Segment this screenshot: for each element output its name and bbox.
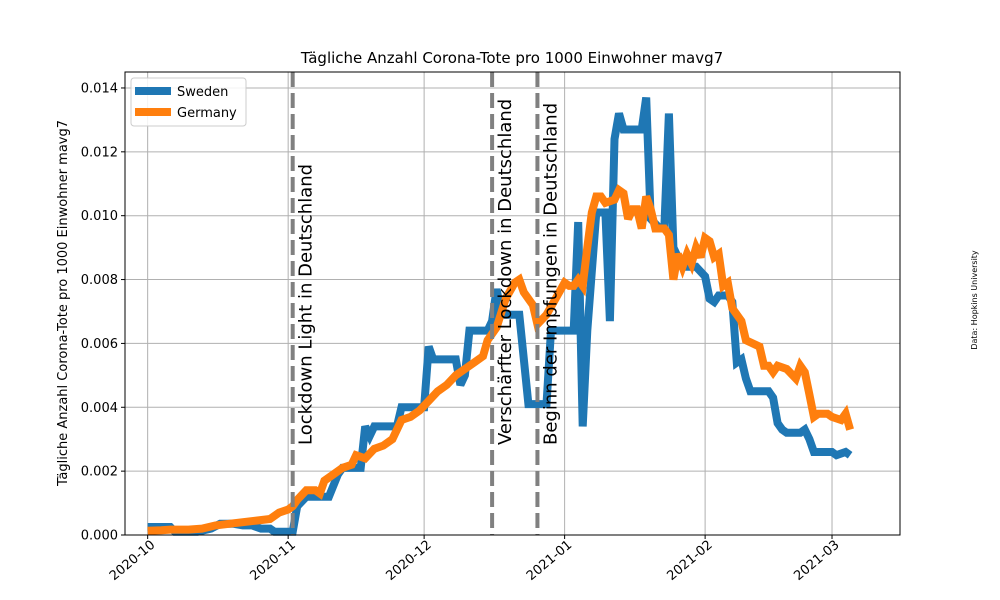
event-label: Verschärfter Lockdown in Deutschland bbox=[495, 99, 516, 445]
legend: Sweden Germany bbox=[130, 77, 247, 127]
y-tick-label: 0.012 bbox=[81, 145, 118, 160]
source-note: Data: Hopkins University bbox=[970, 250, 979, 350]
y-tick-label: 0.002 bbox=[81, 465, 118, 480]
legend-label-germany: Germany bbox=[177, 106, 237, 121]
event-label: Lockdown Light in Deutschland bbox=[296, 164, 317, 445]
plot-area bbox=[125, 72, 900, 535]
y-tick-label: 0.004 bbox=[81, 401, 118, 416]
event-markers: Lockdown Light in Deutschland Verschärfte… bbox=[290, 72, 561, 535]
y-axis: 0.000 0.002 0.004 0.006 0.008 0.010 0.012 0.014 bbox=[81, 81, 125, 544]
event-label: Beginn der Impfungen in Deutschland bbox=[540, 103, 561, 445]
legend-label-sweden: Sweden bbox=[177, 85, 228, 100]
series-line-germany bbox=[147, 184, 854, 535]
y-axis-label: Tägliche Anzahl Corona-Tote pro 1000 Ein… bbox=[56, 120, 71, 487]
y-tick-label: 0.010 bbox=[81, 209, 118, 224]
y-tick-label: 0.014 bbox=[81, 81, 118, 96]
plot-frame bbox=[124, 71, 901, 536]
y-tick-label: 0.008 bbox=[81, 273, 118, 288]
y-tick-label: 0.006 bbox=[81, 337, 118, 352]
y-tick-label: 0.000 bbox=[81, 529, 118, 544]
chart-title: Tägliche Anzahl Corona-Tote pro 1000 Ein… bbox=[300, 49, 723, 67]
grid-lines bbox=[125, 72, 900, 536]
